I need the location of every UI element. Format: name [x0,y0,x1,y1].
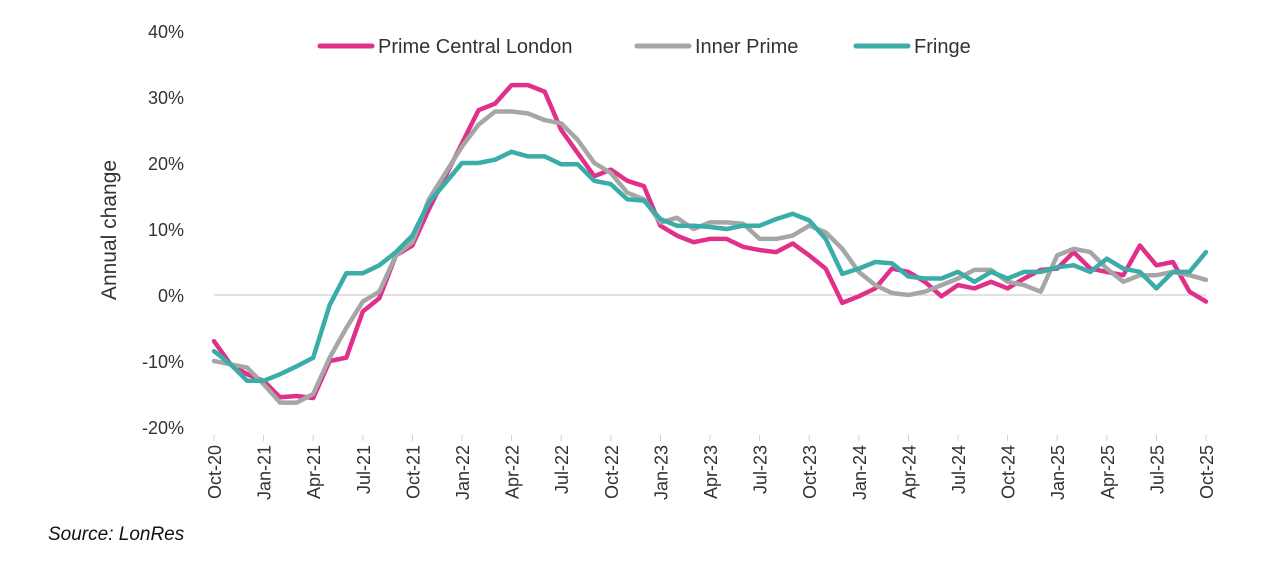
x-tick-label: Oct-21 [403,445,423,499]
y-tick-label: 30% [148,88,184,108]
legend-label: Prime Central London [378,36,573,58]
x-tick-label: Apr-22 [503,445,523,499]
legend-label: Fringe [914,36,971,58]
x-tick-label: Oct-25 [1197,445,1217,499]
legend: Prime Central London Inner Prime Fringe [317,36,971,58]
x-tick-label: Apr-21 [304,445,324,499]
series-line-inner-prime [211,109,1209,405]
y-tick-label: 10% [148,220,184,240]
x-tick-label: Jan-23 [651,445,671,500]
source-note: Source: LonRes [48,524,185,545]
x-tick-label: Apr-23 [701,445,721,499]
y-tick-label: 20% [148,154,184,174]
y-axis-title: Annual change [98,160,121,300]
series-lines [211,82,1209,405]
x-tick-label: Jan-21 [255,445,275,500]
y-tick-label: 40% [148,22,184,42]
x-tick-label: Oct-22 [602,445,622,499]
y-tick-label: -20% [142,418,184,438]
y-tick-label: -10% [142,352,184,372]
legend-label: Inner Prime [695,36,798,58]
y-axis-ticks: -20% -10% 0% 10% 20% 30% 40% [142,22,184,438]
series-line-prime-central-london [211,82,1209,401]
x-tick-label: Jan-25 [1048,445,1068,500]
y-tick-label: 0% [158,286,184,306]
x-tick-label: Jul-22 [552,445,572,494]
x-tick-label: Apr-24 [899,445,919,499]
x-tick-label: Jul-21 [354,445,374,494]
x-tick-label: Jul-25 [1147,445,1167,494]
x-tick-label: Jan-22 [453,445,473,500]
series-line-fringe [211,149,1209,384]
x-tick-label: Jul-23 [751,445,771,494]
x-tick-label: Jan-24 [850,445,870,500]
x-tick-label: Oct-24 [999,445,1019,499]
x-axis-ticks: Oct-20 Jan-21 Apr-21 Jul-21 Oct-21 Jan-22 Apr-… [205,435,1217,500]
x-tick-label: Oct-23 [800,445,820,499]
x-tick-label: Oct-20 [205,445,225,499]
x-tick-label: Jul-24 [949,445,969,494]
x-tick-label: Apr-25 [1098,445,1118,499]
